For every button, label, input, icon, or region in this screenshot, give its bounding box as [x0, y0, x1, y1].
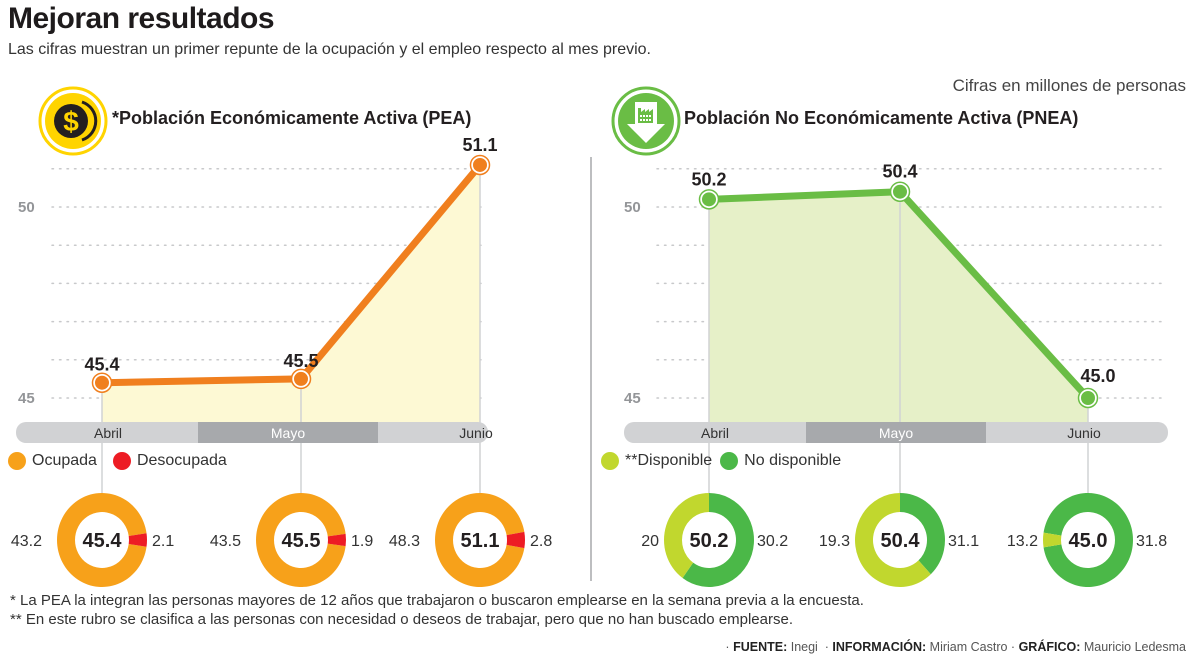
- pnea-data-point-ring: [1077, 387, 1099, 409]
- pea-value-label: 45.5: [283, 351, 318, 371]
- pea-chart-title: *Población Económicamente Activa (PEA): [112, 108, 472, 128]
- legend-item-disponible: **Disponible: [601, 452, 712, 470]
- donut-segment-disponible: [855, 493, 931, 587]
- donut-segment-desocupada: [506, 531, 525, 549]
- donut-total-label: 45.0: [1069, 530, 1108, 552]
- pnea-chart-title: Población No Económicamente Activa (PNEA…: [684, 108, 1079, 128]
- pea-category-label: Junio: [459, 425, 493, 441]
- pnea-legend: **Disponible No disponible: [601, 452, 849, 470]
- pnea-axis-bar-highlight: [806, 422, 986, 443]
- donut-left-label: 48.3: [389, 533, 420, 550]
- units-note: Cifras en millones de personas: [952, 76, 1186, 95]
- dollar-coin-icon: $: [38, 86, 108, 156]
- donut-segment-ocupada: [57, 493, 147, 587]
- legend-label: Ocupada: [32, 452, 97, 469]
- donut-segment-no-disponible: [682, 493, 755, 588]
- source-value: Inegi: [790, 640, 818, 654]
- donut-right-label: 2.1: [152, 533, 174, 550]
- footnote-pea: * La PEA la integran las personas mayore…: [10, 592, 864, 609]
- pea-value-label: 45.4: [84, 355, 119, 375]
- donut-right-label: 1.9: [351, 533, 373, 550]
- donut-segment-no-disponible: [1043, 492, 1134, 587]
- pea-ytick-label: 50: [18, 199, 35, 216]
- legend-label: No disponible: [744, 452, 842, 469]
- donut-segment-disponible: [664, 493, 709, 579]
- donut-segment-ocupada: [255, 493, 346, 587]
- page-subtitle: Las cifras muestran un primer repunte de…: [8, 41, 651, 58]
- pnea-category-label: Mayo: [879, 425, 913, 441]
- donut-left-label: 13.2: [1007, 533, 1038, 550]
- donut-segment-disponible: [1043, 532, 1062, 548]
- pnea-category-label: Junio: [1067, 425, 1101, 441]
- panel-divider: [590, 157, 592, 581]
- graphic-label: GRÁFICO:: [1018, 640, 1081, 654]
- pnea-data-point-ring: [889, 181, 911, 202]
- pea-ytick-label: 45: [18, 390, 35, 407]
- donut-left-label: 43.2: [11, 533, 42, 550]
- pea-data-point-ring: [91, 372, 113, 393]
- pnea-ytick-label: 45: [624, 390, 641, 407]
- info-label: INFORMACIÓN:: [832, 640, 927, 654]
- info-value: Miriam Castro: [929, 640, 1008, 654]
- pnea-data-point: [700, 190, 718, 209]
- pnea-area-fill: [709, 191, 1088, 422]
- pea-data-point-ring: [290, 368, 312, 390]
- donut-right-label: 31.1: [948, 533, 979, 550]
- donut-left-label: 19.3: [819, 533, 850, 550]
- page-title: Mejoran resultados: [8, 2, 275, 35]
- pnea-value-label: 50.4: [882, 162, 917, 182]
- legend-item-no-disponible: No disponible: [720, 452, 841, 470]
- legend-label: **Disponible: [625, 452, 713, 469]
- donut-total-label: 45.5: [282, 530, 321, 552]
- donut-left-label: 43.5: [210, 533, 241, 550]
- footnote-pnea: ** En este rubro se clasifica a las pers…: [10, 611, 793, 628]
- donut-total-label: 50.4: [881, 530, 921, 552]
- legend-swatch-no-disponible: [720, 452, 739, 470]
- pnea-value-label: 45.0: [1080, 366, 1115, 386]
- legend-swatch-ocupada: [8, 452, 26, 470]
- donut-segment-ocupada: [434, 492, 525, 587]
- legend-item-desocupada: Desocupada: [112, 452, 227, 470]
- legend-label: Desocupada: [136, 452, 227, 469]
- pnea-data-point-ring: [698, 189, 720, 210]
- credits: · FUENTE: Inegi · INFORMACIÓN: Miriam Ca…: [725, 640, 1186, 654]
- legend-swatch-disponible: [601, 452, 619, 470]
- svg-text:$: $: [63, 106, 79, 137]
- pea-data-point: [292, 369, 310, 388]
- pnea-value-label: 50.2: [691, 169, 726, 189]
- pea-legend: Ocupada Desocupada: [8, 452, 243, 470]
- pea-category-label: Mayo: [271, 425, 305, 441]
- legend-swatch-desocupada: [112, 452, 131, 470]
- donut-left-label: 20: [641, 533, 659, 550]
- pnea-data-point: [1079, 389, 1097, 407]
- pnea-ytick-label: 50: [624, 199, 641, 216]
- pea-data-point: [93, 373, 111, 392]
- pea-data-point-ring: [469, 154, 491, 176]
- donut-segment-no-disponible: [900, 493, 946, 575]
- donut-segment-desocupada: [128, 533, 148, 547]
- donut-total-label: 51.1: [461, 530, 500, 552]
- pea-data-point: [471, 155, 489, 174]
- donut-right-label: 2.8: [530, 533, 552, 550]
- donut-total-label: 45.4: [83, 530, 123, 552]
- factory-down-arrow-icon: [611, 86, 681, 156]
- pnea-category-label: Abril: [701, 425, 729, 441]
- donut-right-label: 31.8: [1136, 533, 1167, 550]
- donut-total-label: 50.2: [690, 530, 729, 552]
- graphic-value: Mauricio Ledesma: [1083, 640, 1186, 654]
- pnea-data-point: [891, 182, 909, 201]
- pea-category-label: Abril: [94, 425, 122, 441]
- donut-segment-desocupada: [327, 533, 347, 547]
- source-label: FUENTE:: [733, 640, 788, 654]
- pea-value-label: 51.1: [462, 135, 497, 155]
- legend-item-ocupada: Ocupada: [8, 452, 97, 470]
- donut-right-label: 30.2: [757, 533, 788, 550]
- pea-area-fill: [102, 164, 480, 423]
- pea-axis-bar-highlight: [198, 422, 378, 443]
